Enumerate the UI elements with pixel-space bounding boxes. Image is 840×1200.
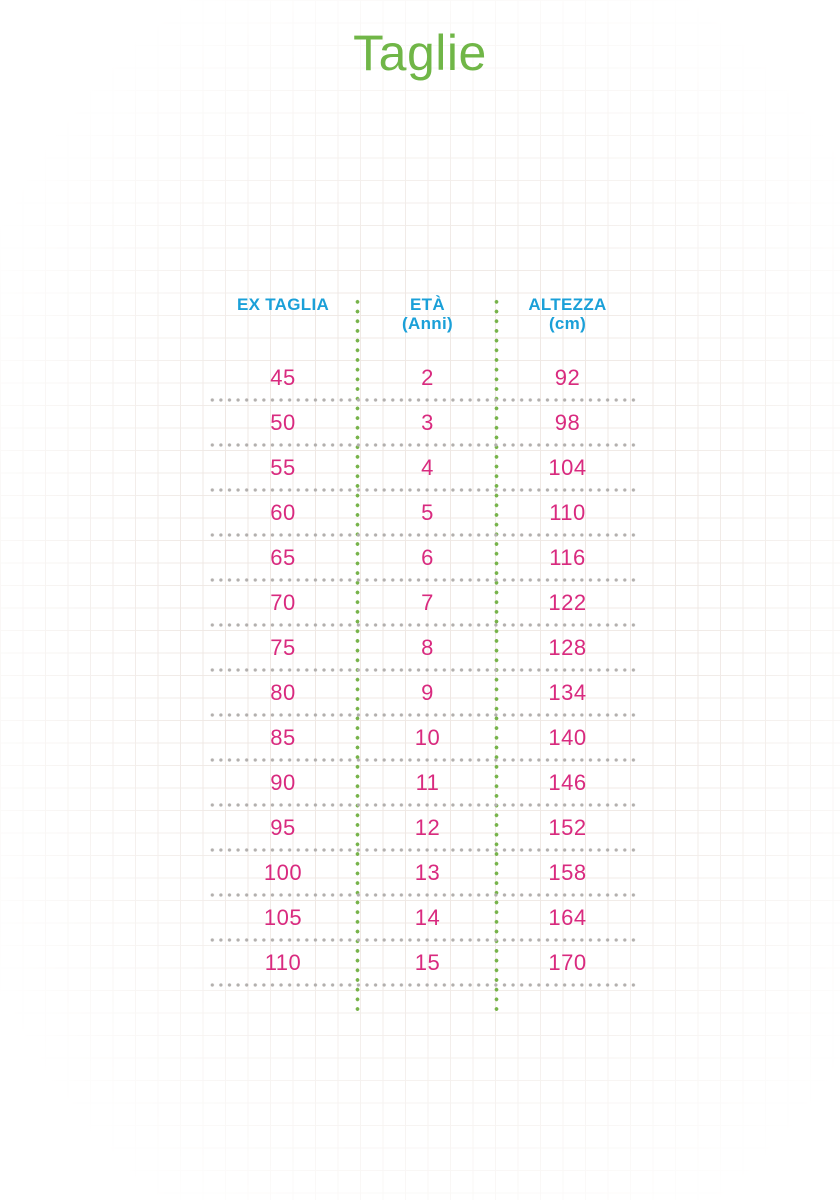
column-header-ex-taglia: EX TAGLIA	[208, 295, 358, 355]
altezza-value: 128	[548, 634, 587, 660]
ex-taglia-value: 50	[270, 409, 296, 435]
altezza-value: 92	[554, 364, 581, 390]
ex-taglia-value: 80	[270, 679, 296, 705]
column-header-line1: ETÀ	[410, 295, 445, 314]
column-header-eta: ETÀ (Anni)	[358, 295, 497, 355]
column-header-line2: (cm)	[548, 314, 587, 333]
vertical-dotted-divider-left	[355, 297, 360, 1011]
table-row: 60 5 110	[208, 490, 638, 537]
table-row: 80 9 134	[208, 670, 638, 717]
table-row: 55 4 104	[208, 445, 638, 492]
column-header-line2: (Anni)	[402, 314, 453, 333]
row-divider-dotted	[208, 488, 638, 492]
table-row: 95 12 152	[208, 805, 638, 852]
table-row: 70 7 122	[208, 580, 638, 627]
eta-value: 7	[421, 589, 434, 615]
table-row: 105 14 164	[208, 895, 638, 942]
row-divider-dotted	[208, 623, 638, 627]
row-divider-dotted	[208, 983, 638, 987]
size-table: EX TAGLIA ETÀ (Anni) ALTEZZA (cm) 45 2 9…	[208, 295, 638, 1011]
column-header-altezza: ALTEZZA (cm)	[497, 295, 638, 355]
ex-taglia-value: 70	[270, 589, 296, 615]
column-header-line1: ALTEZZA	[528, 295, 607, 314]
ex-taglia-value: 60	[270, 499, 296, 525]
page-title: Taglie	[353, 25, 487, 81]
ex-taglia-value: 90	[270, 769, 296, 795]
row-divider-dotted	[208, 578, 638, 582]
altezza-value: 134	[548, 679, 587, 705]
eta-value: 9	[421, 679, 434, 705]
table-header-row: EX TAGLIA ETÀ (Anni) ALTEZZA (cm)	[208, 295, 638, 355]
eta-value: 8	[421, 634, 434, 660]
table-row: 75 8 128	[208, 625, 638, 672]
altezza-value: 116	[549, 544, 586, 570]
row-divider-dotted	[208, 893, 638, 897]
table-row: 100 13 158	[208, 850, 638, 897]
table-row: 110 15 170	[208, 940, 638, 987]
eta-value: 14	[414, 904, 441, 930]
altezza-value: 122	[548, 589, 587, 615]
row-divider-dotted	[208, 398, 638, 402]
altezza-value: 140	[548, 724, 587, 750]
table-row: 50 3 98	[208, 400, 638, 447]
altezza-value: 164	[548, 904, 587, 930]
row-divider-dotted	[208, 758, 638, 762]
ex-taglia-value: 110	[264, 949, 302, 975]
table-row: 85 10 140	[208, 715, 638, 762]
ex-taglia-value: 55	[270, 454, 296, 480]
eta-value: 11	[415, 769, 440, 795]
row-divider-dotted	[208, 533, 638, 537]
altezza-value: 104	[548, 454, 587, 480]
eta-value: 6	[421, 544, 434, 570]
table-row: 45 2 92	[208, 355, 638, 402]
eta-value: 3	[421, 409, 434, 435]
altezza-value: 98	[554, 409, 581, 435]
vertical-dotted-divider-right	[494, 297, 499, 1011]
eta-value: 12	[414, 814, 441, 840]
table-body: 45 2 92 50 3 98 55 4 104 60 5 110	[208, 355, 638, 987]
table-row: 65 6 116	[208, 535, 638, 582]
row-divider-dotted	[208, 443, 638, 447]
altezza-value: 170	[548, 949, 587, 975]
eta-value: 13	[414, 859, 441, 885]
eta-value: 10	[414, 724, 441, 750]
ex-taglia-value: 95	[270, 814, 296, 840]
ex-taglia-value: 45	[270, 364, 296, 390]
ex-taglia-value: 85	[270, 724, 296, 750]
altezza-value: 110	[549, 499, 586, 525]
altezza-value: 146	[548, 769, 587, 795]
table-row: 90 11 146	[208, 760, 638, 807]
altezza-value: 158	[548, 859, 587, 885]
eta-value: 2	[421, 364, 434, 390]
ex-taglia-value: 75	[270, 634, 296, 660]
ex-taglia-value: 105	[263, 904, 303, 930]
ex-taglia-value: 65	[270, 544, 296, 570]
eta-value: 5	[421, 499, 434, 525]
eta-value: 4	[421, 454, 434, 480]
row-divider-dotted	[208, 848, 638, 852]
row-divider-dotted	[208, 803, 638, 807]
row-divider-dotted	[208, 668, 638, 672]
eta-value: 15	[414, 949, 441, 975]
altezza-value: 152	[548, 814, 587, 840]
row-divider-dotted	[208, 713, 638, 717]
ex-taglia-value: 100	[263, 859, 303, 885]
row-divider-dotted	[208, 938, 638, 942]
column-header-line1: EX TAGLIA	[236, 295, 330, 314]
